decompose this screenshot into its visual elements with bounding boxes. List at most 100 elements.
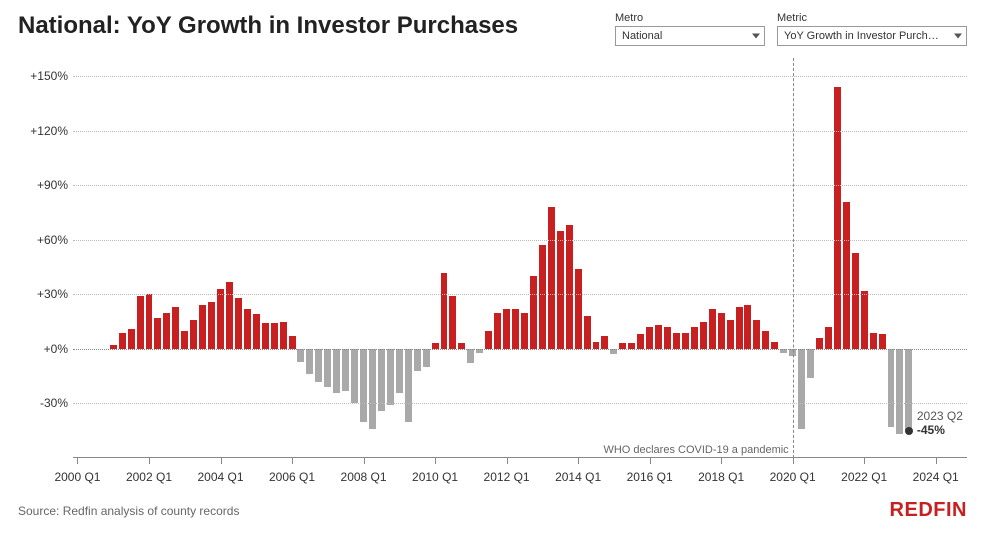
bar	[217, 289, 224, 349]
bar	[691, 327, 698, 349]
bar	[181, 331, 188, 349]
x-tick	[650, 458, 651, 464]
bar	[494, 313, 501, 349]
x-tick-label: 2004 Q1	[197, 470, 243, 484]
header: National: YoY Growth in Investor Purchas…	[18, 12, 967, 46]
x-tick	[77, 458, 78, 464]
bar	[199, 305, 206, 349]
bar	[905, 349, 912, 431]
bar	[226, 282, 233, 349]
chart-title: National: YoY Growth in Investor Purchas…	[18, 12, 518, 40]
chevron-down-icon	[752, 34, 760, 39]
bar	[861, 291, 868, 349]
bar	[852, 253, 859, 349]
bar	[280, 322, 287, 349]
controls: Metro National Metric YoY Growth in Inve…	[615, 12, 967, 46]
bar	[485, 331, 492, 349]
source-text: Source: Redfin analysis of county record…	[18, 504, 239, 518]
callout-dot	[905, 427, 913, 435]
bar	[539, 245, 546, 349]
x-tick-label: 2000 Q1	[54, 470, 100, 484]
x-tick	[435, 458, 436, 464]
bar	[253, 314, 260, 349]
chevron-down-icon	[954, 34, 962, 39]
bar	[467, 349, 474, 364]
bars-layer	[73, 58, 967, 458]
x-tick-label: 2014 Q1	[555, 470, 601, 484]
grid-line	[73, 403, 967, 404]
bar	[128, 329, 135, 349]
x-tick	[364, 458, 365, 464]
footer: Source: Redfin analysis of county record…	[18, 499, 967, 522]
bar	[271, 323, 278, 348]
metro-label: Metro	[615, 12, 765, 24]
bar	[396, 349, 403, 393]
callout-label: 2023 Q2-45%	[917, 409, 963, 438]
x-tick	[864, 458, 865, 464]
bar	[807, 349, 814, 378]
bar	[530, 276, 537, 349]
y-axis: -30%+0%+30%+60%+90%+120%+150%	[18, 58, 68, 478]
bar	[646, 327, 653, 349]
x-tick-label: 2022 Q1	[841, 470, 887, 484]
covid-annotation-label: WHO declares COVID-19 a pandemic	[603, 444, 788, 456]
x-tick	[292, 458, 293, 464]
bar	[297, 349, 304, 362]
grid-line	[73, 131, 967, 132]
bar	[673, 333, 680, 349]
grid-line	[73, 185, 967, 186]
bar	[512, 309, 519, 349]
bar	[575, 269, 582, 349]
x-tick-label: 2020 Q1	[770, 470, 816, 484]
bar	[172, 307, 179, 349]
grid-line	[73, 294, 967, 295]
bar	[521, 313, 528, 349]
bar	[709, 309, 716, 349]
bar	[566, 225, 573, 349]
y-tick-label: +90%	[37, 178, 68, 192]
bar	[870, 333, 877, 349]
x-tick-label: 2010 Q1	[412, 470, 458, 484]
x-axis-line	[73, 457, 967, 458]
x-tick-label: 2024 Q1	[913, 470, 959, 484]
metric-select[interactable]: YoY Growth in Investor Purchas…	[777, 26, 967, 46]
bar	[503, 309, 510, 349]
y-tick-label: +30%	[37, 287, 68, 301]
bar	[557, 231, 564, 349]
x-tick	[221, 458, 222, 464]
x-tick-label: 2008 Q1	[341, 470, 387, 484]
bar	[816, 338, 823, 349]
covid-reference-line	[793, 58, 794, 458]
bar	[414, 349, 421, 371]
x-tick-label: 2016 Q1	[627, 470, 673, 484]
bar	[262, 323, 269, 348]
x-tick	[578, 458, 579, 464]
bar	[369, 349, 376, 429]
bar	[584, 316, 591, 349]
bar	[324, 349, 331, 387]
bar	[771, 342, 778, 349]
bar	[601, 336, 608, 349]
bar	[342, 349, 349, 391]
bar	[762, 331, 769, 349]
bar	[736, 307, 743, 349]
metro-control: Metro National	[615, 12, 765, 46]
brand-logo: REDFIN	[890, 499, 967, 522]
y-tick-label: +60%	[37, 233, 68, 247]
y-tick-label: +0%	[44, 342, 68, 356]
bar	[360, 349, 367, 422]
bar	[834, 87, 841, 349]
bar	[387, 349, 394, 405]
chart-container: National: YoY Growth in Investor Purchas…	[0, 0, 985, 534]
x-tick	[507, 458, 508, 464]
bar	[879, 334, 886, 349]
metric-control: Metric YoY Growth in Investor Purchas…	[777, 12, 967, 46]
bar	[548, 207, 555, 349]
metro-select[interactable]: National	[615, 26, 765, 46]
x-tick	[721, 458, 722, 464]
bar	[315, 349, 322, 382]
bar	[753, 320, 760, 349]
x-tick	[149, 458, 150, 464]
bar	[682, 333, 689, 349]
bar	[146, 294, 153, 349]
